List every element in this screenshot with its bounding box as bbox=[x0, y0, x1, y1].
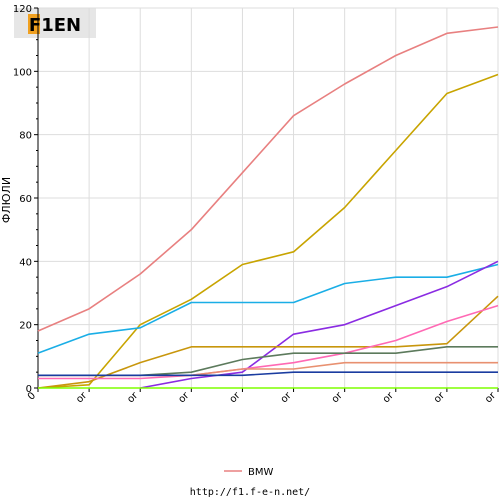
grid bbox=[38, 7, 499, 388]
y-axis-title: ФЛЮЛИ bbox=[0, 177, 13, 223]
logo-text: F1EN bbox=[29, 15, 81, 36]
series-line-9 bbox=[38, 371, 498, 377]
series-line-3 bbox=[37, 263, 499, 354]
series-line-2 bbox=[37, 73, 499, 389]
series-line-bmw bbox=[37, 26, 499, 332]
y-tick-label: 40 bbox=[19, 257, 32, 268]
series-line-5 bbox=[37, 295, 499, 389]
y-tick-label: 0 bbox=[26, 384, 32, 395]
series-line-4 bbox=[140, 260, 499, 389]
legend: BMW bbox=[224, 467, 273, 478]
series-line-6 bbox=[38, 304, 499, 380]
y-tick-label: 80 bbox=[19, 131, 32, 142]
f1en-logo: F1EN bbox=[14, 8, 96, 38]
y-tick-label: 100 bbox=[13, 67, 32, 78]
y-tick-label: 120 bbox=[13, 4, 32, 15]
legend-label-bmw: BMW bbox=[248, 467, 273, 478]
y-tick-label: 60 bbox=[19, 194, 32, 205]
footer-url: http://f1.f-e-n.net/ bbox=[190, 487, 310, 498]
series-lines bbox=[37, 26, 499, 389]
y-tick-label: 20 bbox=[19, 321, 32, 332]
